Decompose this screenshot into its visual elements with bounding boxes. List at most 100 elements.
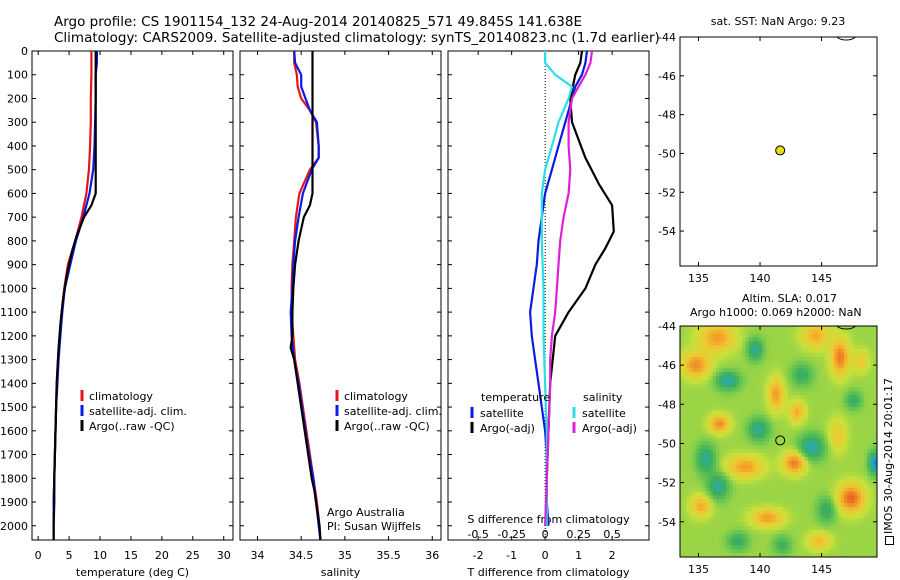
- heatmap-cell: [817, 437, 822, 443]
- heatmap-cell: [722, 429, 727, 435]
- heatmap-cell: [771, 541, 776, 547]
- heatmap-cell: [689, 553, 694, 557]
- heatmap-cell: [699, 345, 704, 350]
- heatmap-cell: [831, 387, 835, 393]
- heatmap-cell: [814, 453, 819, 458]
- heatmap-cell: [857, 376, 862, 381]
- heatmap-cell: [748, 395, 753, 400]
- heatmap-cell: [844, 518, 849, 523]
- heatmap-cell: [814, 337, 819, 342]
- heatmap-cell: [683, 526, 688, 531]
- heatmap-cell: [873, 499, 877, 504]
- heatmap-cell: [762, 326, 766, 331]
- heatmap-cell: [745, 506, 750, 512]
- heatmap-cell: [794, 464, 799, 470]
- heatmap-cell: [702, 533, 707, 539]
- heatmap-cell: [752, 414, 757, 419]
- heatmap-cell: [680, 472, 684, 477]
- sla-map-title-line2: Argo h1000: 0.069 h2000: NaN: [690, 306, 862, 319]
- heatmap-cell: [870, 514, 875, 520]
- heatmap-cell: [768, 483, 773, 489]
- heatmap-cell: [817, 495, 822, 500]
- heatmap-cell: [735, 364, 740, 369]
- heatmap-cell: [785, 522, 789, 527]
- heatmap-cell: [873, 364, 877, 369]
- heatmap-cell: [725, 360, 730, 366]
- heatmap-cell: [785, 503, 789, 508]
- heatmap-cell: [722, 426, 727, 431]
- heatmap-cell: [729, 433, 734, 439]
- heatmap-cell: [706, 456, 711, 462]
- heatmap-cell: [804, 352, 809, 358]
- heatmap-cell: [867, 368, 872, 373]
- heatmap-cell: [735, 541, 740, 547]
- heatmap-cell: [798, 406, 803, 412]
- heatmap-cell: [706, 433, 711, 439]
- heatmap-cell: [860, 468, 865, 473]
- heatmap-cell: [811, 414, 816, 419]
- heatmap-cell: [808, 503, 812, 508]
- heatmap-cell: [808, 456, 812, 462]
- heatmap-cell: [778, 441, 783, 446]
- heatmap-cell: [696, 483, 701, 489]
- heatmap-cell: [745, 530, 750, 535]
- heatmap-cell: [758, 429, 763, 435]
- heatmap-cell: [702, 499, 707, 504]
- heatmap-cell: [857, 526, 862, 531]
- heatmap-cell: [781, 337, 786, 342]
- heatmap-cell: [739, 352, 743, 358]
- heatmap-cell: [680, 460, 684, 466]
- heatmap-cell: [725, 418, 730, 423]
- heatmap-cell: [863, 364, 868, 369]
- heatmap-cell: [808, 522, 812, 527]
- heatmap-cell: [758, 326, 763, 331]
- heatmap-cell: [729, 541, 734, 547]
- heatmap-cell: [680, 549, 684, 554]
- heatmap-cell: [781, 422, 786, 427]
- heatmap-cell: [860, 410, 865, 416]
- heatmap-cell: [683, 503, 688, 508]
- heatmap-cell: [758, 437, 763, 443]
- heatmap-cell: [765, 460, 770, 466]
- heatmap-cell: [824, 460, 829, 466]
- heatmap-cell: [716, 553, 720, 557]
- heatmap-cell: [735, 352, 740, 358]
- heatmap-cell: [768, 418, 773, 423]
- heatmap-cell: [808, 360, 812, 366]
- heatmap-cell: [739, 472, 743, 477]
- heatmap-cell: [831, 349, 835, 354]
- heatmap-cell: [785, 406, 789, 412]
- heatmap-cell: [706, 506, 711, 512]
- heatmap-cell: [748, 449, 753, 454]
- heatmap-cell: [702, 495, 707, 500]
- heatmap-cell: [758, 372, 763, 377]
- heatmap-cell: [863, 526, 868, 531]
- heatmap-cell: [680, 541, 684, 547]
- legend-label: climatology: [344, 390, 408, 403]
- heatmap-cell: [821, 372, 826, 377]
- heatmap-cell: [834, 510, 839, 516]
- heatmap-cell: [735, 406, 740, 412]
- heatmap-cell: [804, 414, 809, 419]
- heatmap-cell: [702, 549, 707, 554]
- heatmap-cell: [827, 356, 832, 362]
- heatmap-cell: [725, 487, 730, 493]
- heatmap-cell: [712, 541, 717, 547]
- heatmap-cell: [840, 468, 845, 473]
- map-frame: [679, 325, 878, 558]
- heatmap-cell: [771, 549, 776, 554]
- heatmap-cell: [850, 456, 855, 462]
- heatmap-cell: [699, 368, 704, 373]
- heatmap-cell: [755, 349, 760, 354]
- heatmap-cell: [706, 395, 711, 400]
- heatmap-cell: [693, 403, 698, 408]
- heatmap-cell: [722, 476, 727, 481]
- sla-heatmap: [680, 326, 877, 557]
- heatmap-cell: [699, 426, 704, 431]
- heatmap-cell: [689, 372, 694, 377]
- heatmap-cell: [752, 518, 757, 523]
- heatmap-cell: [791, 403, 796, 408]
- heatmap-cell: [722, 506, 727, 512]
- heatmap-cell: [699, 349, 704, 354]
- heatmap-cell: [831, 364, 835, 369]
